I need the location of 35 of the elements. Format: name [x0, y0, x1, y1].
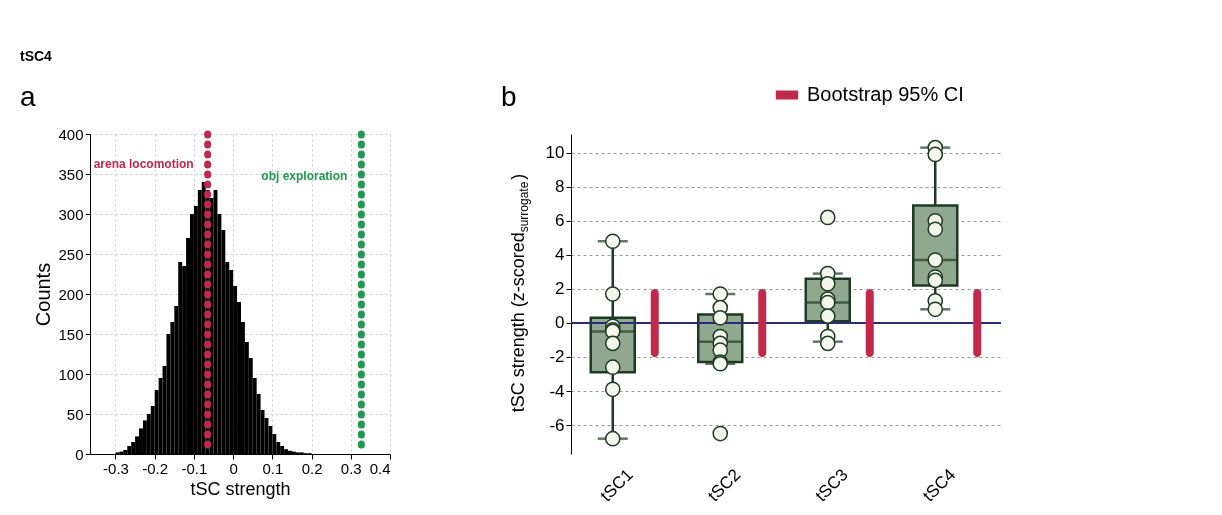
- y-tick-label: 4: [555, 245, 565, 265]
- x-tick-label: -0.2: [142, 459, 169, 477]
- ref-line-label: obj exploration: [261, 169, 348, 183]
- ref-line-label: arena locomotion: [93, 157, 194, 171]
- y-tick-label: 6: [555, 211, 565, 231]
- y-tick-label: 150: [58, 325, 84, 343]
- x-tick-label: -0.1: [181, 459, 208, 477]
- x-axis-title: tSC strength: [190, 478, 291, 499]
- text: b: [501, 81, 517, 112]
- y-tick-label: 10: [545, 143, 565, 163]
- y-tick-label: -6: [549, 415, 565, 435]
- y-tick-label: -2: [549, 347, 565, 367]
- y-tick-label: 50: [66, 405, 84, 423]
- x-tick-label: -0.3: [103, 459, 129, 477]
- x-tick-label: 0.4: [369, 459, 391, 477]
- x-tick-label: 0.3: [340, 459, 362, 477]
- legend-label: Bootstrap 95% CI: [807, 83, 964, 105]
- y-tick-label: 250: [58, 245, 84, 263]
- x-tick-label: 0.2: [301, 459, 323, 477]
- text: a: [20, 81, 36, 112]
- y-tick-label: 350: [58, 165, 84, 183]
- x-tick-label: 0: [229, 459, 238, 477]
- y-tick-label: 200: [58, 285, 84, 303]
- y-tick-label: 400: [58, 125, 84, 143]
- y-tick-label: 300: [58, 205, 84, 223]
- y-axis-title: tSC strength (z-scoredsurrogate): [508, 173, 531, 413]
- y-tick-label: 2: [555, 279, 565, 299]
- y-tick-label: -4: [549, 381, 565, 401]
- y-tick-label: 0: [75, 445, 84, 463]
- y-tick-label: 100: [58, 365, 84, 383]
- y-tick-label: 8: [555, 177, 565, 197]
- x-tick-label: 0.1: [262, 459, 284, 477]
- y-axis-title: Counts: [32, 262, 55, 327]
- y-tick-label: 0: [555, 313, 565, 333]
- chart-title: tSC4: [20, 48, 53, 64]
